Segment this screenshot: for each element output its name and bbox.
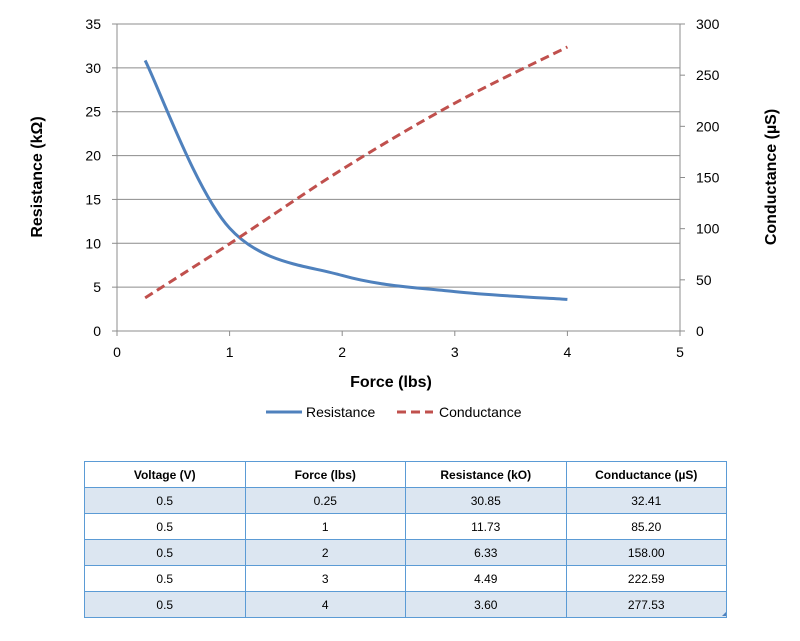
left-tick-label: 15 xyxy=(85,191,101,207)
x-tick-label: 3 xyxy=(451,344,459,360)
legend: Resistance Conductance xyxy=(266,404,522,420)
left-axis-title: Resistance (kΩ) xyxy=(29,116,46,237)
series-line-conductance xyxy=(144,45,569,300)
table-resize-handle-icon xyxy=(722,612,726,616)
left-tick-label: 0 xyxy=(93,323,101,339)
x-tick-label: 4 xyxy=(564,344,572,360)
cell-voltage: 0.5 xyxy=(84,591,246,618)
cell-voltage: 0.5 xyxy=(84,565,246,592)
left-tick-label: 10 xyxy=(85,235,101,251)
cell-force: 0.25 xyxy=(244,487,406,514)
table-header-row: Voltage (V) Force (lbs) Resistance (kO) … xyxy=(84,461,727,488)
cell-force: 4 xyxy=(244,591,406,618)
cell-conductance: 85.20 xyxy=(565,513,727,540)
cell-force: 1 xyxy=(244,513,406,540)
left-tick-label: 25 xyxy=(85,104,101,120)
cell-resistance: 6.33 xyxy=(405,539,567,566)
table-row: 0.5 1 11.73 85.20 xyxy=(84,513,727,540)
right-tick-label: 200 xyxy=(696,118,720,134)
header-conductance: Conductance (µS) xyxy=(565,461,727,488)
data-table: Voltage (V) Force (lbs) Resistance (kO) … xyxy=(84,461,727,618)
cell-force: 3 xyxy=(244,565,406,592)
cell-resistance: 11.73 xyxy=(405,513,567,540)
cell-conductance: 277.53 xyxy=(565,591,727,618)
cell-conductance: 32.41 xyxy=(565,487,727,514)
right-tick-label: 50 xyxy=(696,272,712,288)
table-row: 0.5 2 6.33 158.00 xyxy=(84,539,727,566)
x-tick-label: 2 xyxy=(338,344,346,360)
series-line-resistance xyxy=(143,59,568,301)
left-axis-ticks: 0 5 10 15 20 25 30 35 xyxy=(85,16,117,339)
x-tick-label: 5 xyxy=(676,344,684,360)
right-tick-label: 0 xyxy=(696,323,704,339)
cell-resistance: 4.49 xyxy=(405,565,567,592)
cell-voltage: 0.5 xyxy=(84,487,246,514)
right-tick-label: 250 xyxy=(696,67,720,83)
x-axis-title: Force (lbs) xyxy=(350,374,432,391)
legend-label-resistance: Resistance xyxy=(306,404,375,420)
cell-resistance: 3.60 xyxy=(405,591,567,618)
header-voltage: Voltage (V) xyxy=(84,461,246,488)
table-row: 0.5 3 4.49 222.59 xyxy=(84,565,727,592)
left-tick-label: 30 xyxy=(85,60,101,76)
header-resistance: Resistance (kO) xyxy=(405,461,567,488)
x-tick-label: 0 xyxy=(113,344,121,360)
cell-conductance: 222.59 xyxy=(565,565,727,592)
right-axis-title: Conductance (µS) xyxy=(763,109,780,245)
cell-voltage: 0.5 xyxy=(84,539,246,566)
x-tick-label: 1 xyxy=(226,344,234,360)
header-force: Force (lbs) xyxy=(244,461,406,488)
cell-voltage: 0.5 xyxy=(84,513,246,540)
cell-conductance: 158.00 xyxy=(565,539,727,566)
right-axis-ticks: 0 50 100 150 200 250 300 xyxy=(680,16,720,339)
series-layer xyxy=(143,45,569,301)
left-tick-label: 20 xyxy=(85,148,101,164)
left-tick-label: 35 xyxy=(85,16,101,32)
right-tick-label: 150 xyxy=(696,170,720,186)
table-row: 0.5 4 3.60 277.53 xyxy=(84,591,727,618)
legend-label-conductance: Conductance xyxy=(439,404,522,420)
x-axis-ticks: 0 1 2 3 4 5 xyxy=(113,331,684,360)
right-tick-label: 100 xyxy=(696,221,720,237)
cell-force: 2 xyxy=(244,539,406,566)
cell-resistance: 30.85 xyxy=(405,487,567,514)
left-tick-label: 5 xyxy=(93,279,101,295)
right-tick-label: 300 xyxy=(696,16,720,32)
table-row: 0.5 0.25 30.85 32.41 xyxy=(84,487,727,514)
